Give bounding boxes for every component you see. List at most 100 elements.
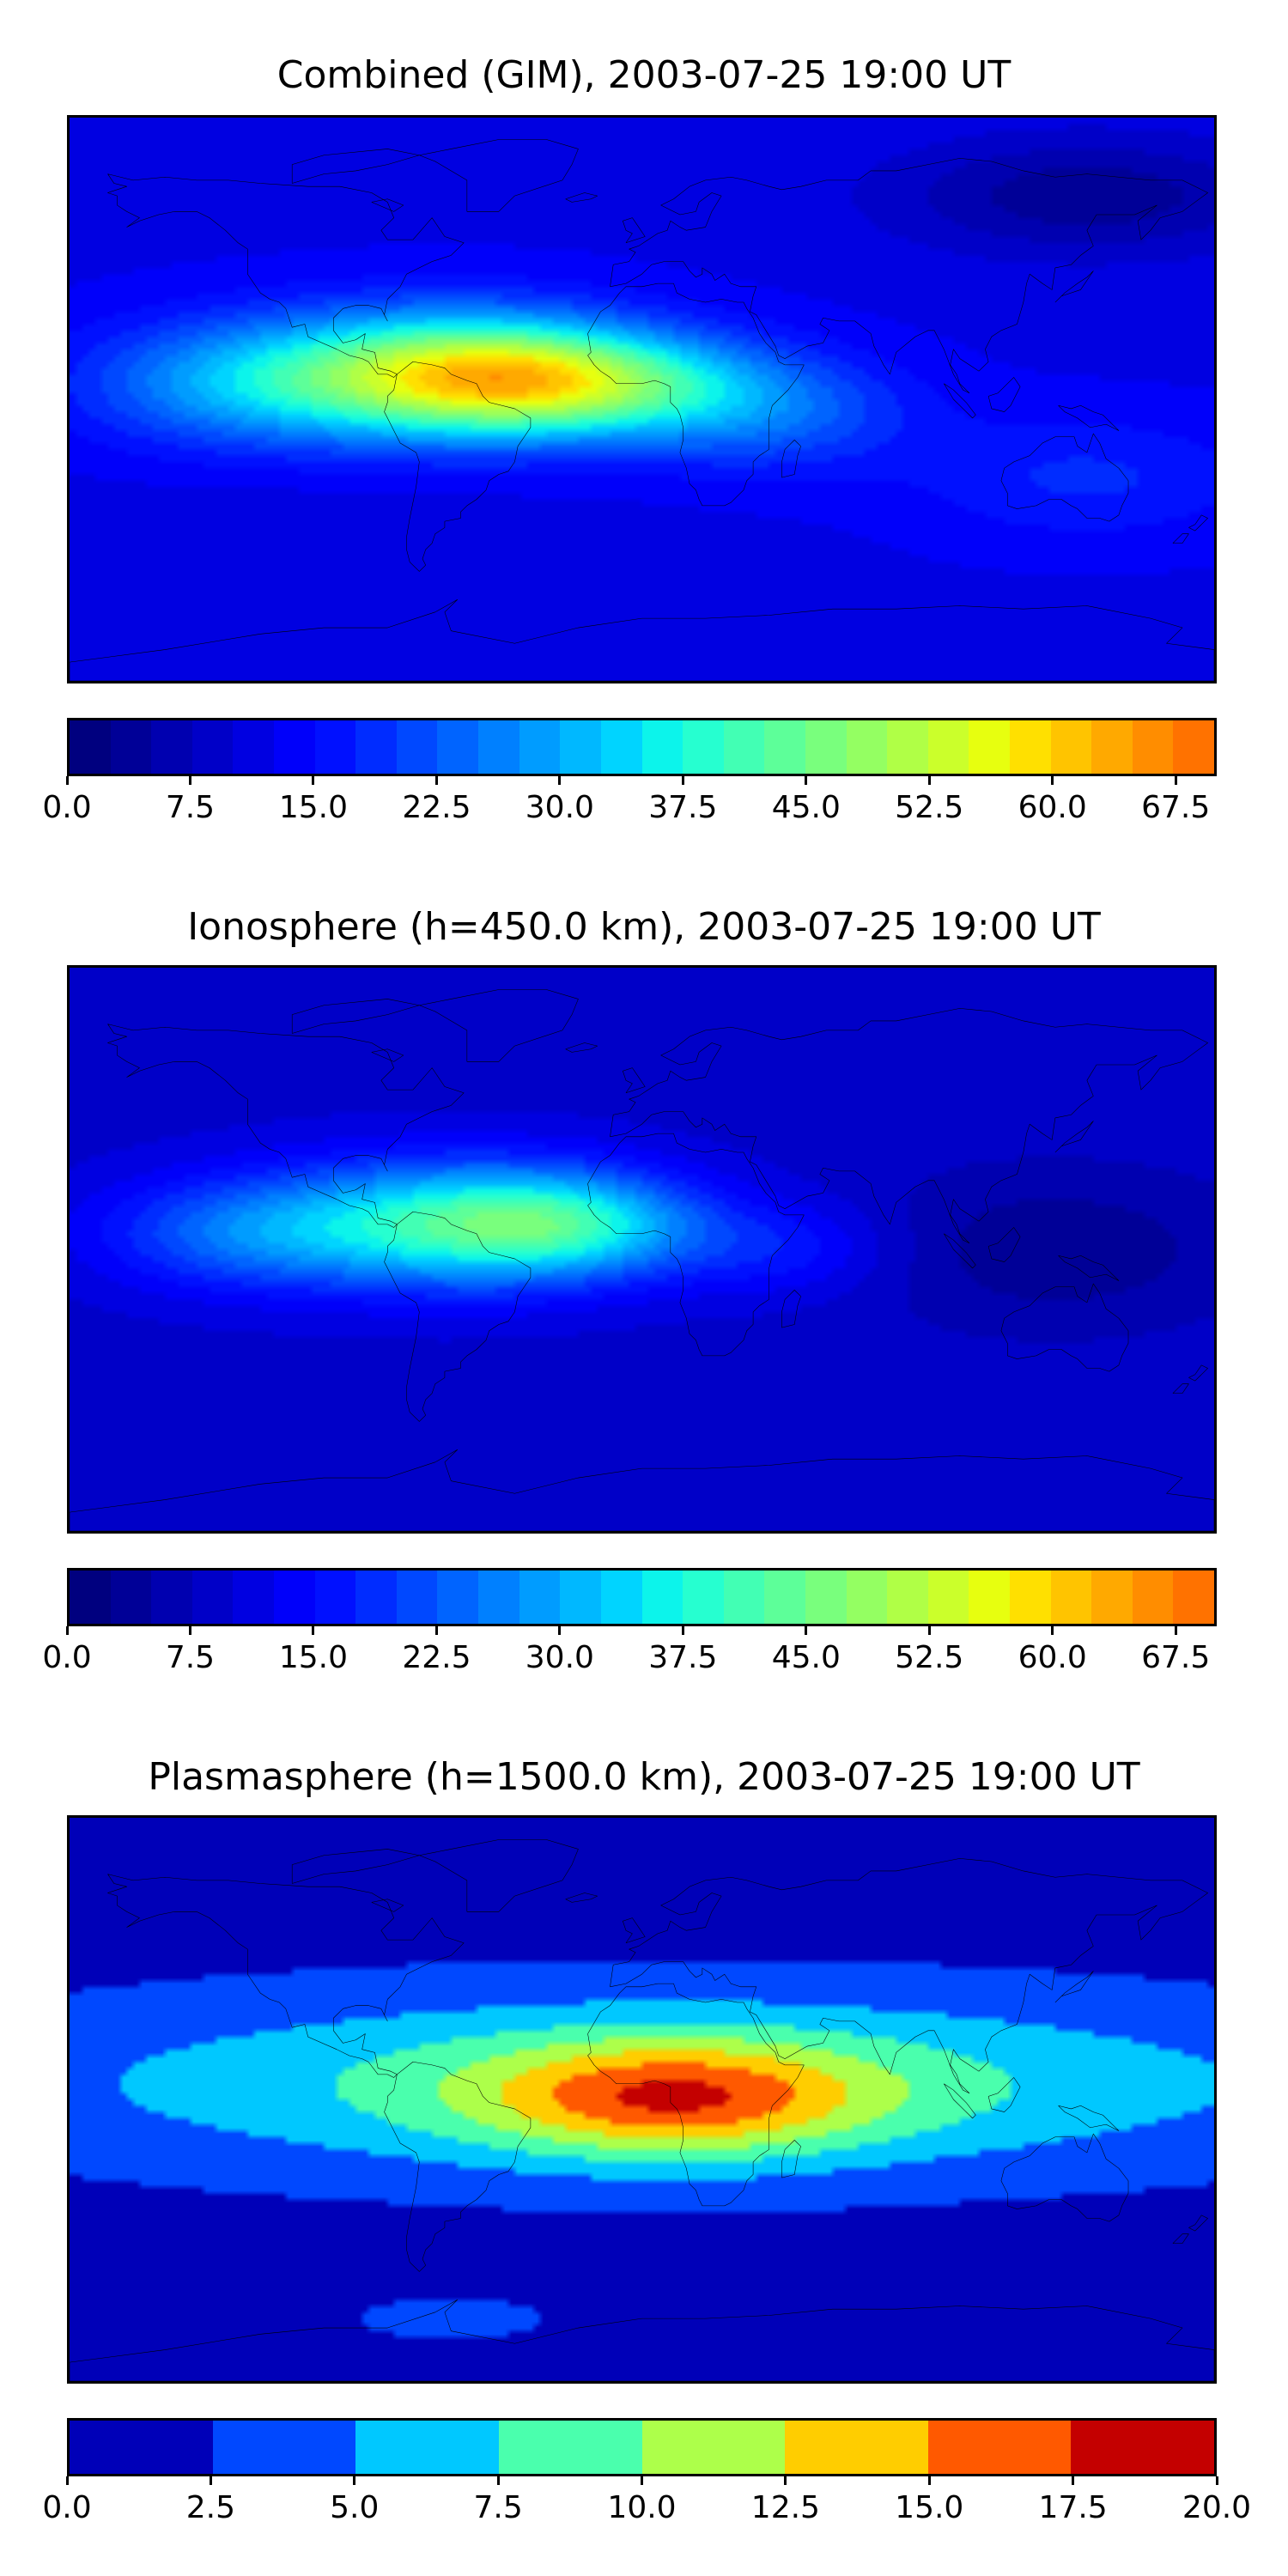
coastline (1173, 534, 1189, 544)
colorbar-segment (764, 720, 805, 774)
coastline (107, 1024, 464, 1228)
colorbar-segment (1050, 1571, 1092, 1624)
colorbar-segment (314, 720, 356, 774)
colorbar-tick-mark (209, 2476, 212, 2485)
colorbar-segment (110, 1571, 152, 1624)
coastline (623, 218, 645, 243)
coastline (419, 140, 578, 212)
colorbar-segment (641, 720, 683, 774)
coastline (385, 361, 531, 571)
colorbar-segment (151, 1571, 192, 1624)
coastline (1173, 2234, 1189, 2244)
colorbar-ticks: 0.0 7.5 15.0 22.5 30.0 37.5 45.0 52.5 60.0 67.5 (42, 776, 1217, 828)
colorbar-segment (764, 1571, 805, 1624)
heatmap-map (67, 965, 1217, 1534)
colorbar-segment (1050, 720, 1092, 774)
colorbar-segment (683, 1571, 724, 1624)
colorbar-segment (1091, 1571, 1133, 1624)
coastline (1173, 1384, 1189, 1394)
coastline (1188, 1365, 1207, 1381)
colorbar-tick-mark (65, 2476, 69, 2485)
colorbar-tick-mark (681, 776, 684, 785)
colorbar-segment (560, 1571, 601, 1624)
map-svg (70, 118, 1214, 681)
colorbar-segment (212, 2421, 356, 2474)
coastline (419, 990, 578, 1062)
colorbar-tick-mark (641, 2476, 643, 2485)
colorbar-segment (846, 1571, 888, 1624)
colorbar-tick-mark (927, 776, 931, 785)
colorbar-tick-mark (1174, 776, 1177, 785)
coastline (1055, 1121, 1093, 1152)
colorbar-segment (355, 720, 397, 774)
chart-title: Ionosphere (h=450.0 km), 2003-07-25 19:0… (187, 905, 1101, 949)
colorbar-tick-mark (434, 776, 438, 785)
colorbar-segment (641, 1571, 683, 1624)
chart-title: Combined (GIM), 2003-07-25 19:00 UT (276, 53, 1012, 97)
colorbar-segment (641, 2421, 786, 2474)
colorbar-ticks: 0.0 7.5 15.0 22.5 30.0 37.5 45.0 52.5 60.0 67.5 (42, 1626, 1217, 1678)
coastline (1188, 2215, 1207, 2231)
colorbar-tick-mark (1215, 2476, 1218, 2485)
colorbar (67, 1568, 1217, 1626)
coastline (1059, 1255, 1119, 1280)
colorbar-segment (805, 720, 847, 774)
colorbar-segment (600, 1571, 642, 1624)
coastline (292, 1849, 419, 1883)
colorbar-segment (1132, 720, 1174, 774)
colorbar-segment (70, 2421, 213, 2474)
coastline (588, 1133, 805, 1356)
colorbar-segment (355, 2421, 499, 2474)
coastline (1001, 2134, 1128, 2221)
chart-title: Plasmasphere (h=1500.0 km), 2003-07-25 1… (148, 1755, 1140, 1799)
colorbar-segment (805, 1571, 847, 1624)
colorbar-segment (1091, 720, 1133, 774)
colorbar-tick-mark (1051, 1626, 1054, 1635)
coastline (1059, 405, 1119, 430)
coastline (610, 1858, 1207, 2093)
coastline (70, 1449, 1214, 1531)
colorbar-segment (274, 1571, 315, 1624)
colorbar-segment (355, 1571, 397, 1624)
colorbar-tick-mark (65, 776, 69, 785)
colorbar-tick-label: 52.5 (895, 790, 964, 825)
colorbar-tick-label: 37.5 (648, 1640, 718, 1675)
colorbar-segment (396, 1571, 438, 1624)
colorbar-tick-mark (1174, 1626, 1177, 1635)
colorbar-tick-label: 10.0 (607, 2490, 677, 2525)
coastline (1188, 515, 1207, 531)
coastline (385, 1212, 531, 1421)
coastline (70, 2300, 1214, 2381)
coastline (944, 384, 975, 418)
colorbar-segment (519, 720, 561, 774)
colorbar-segment (600, 720, 642, 774)
colorbar-tick-label: 2.5 (185, 2490, 236, 2525)
colorbar-tick-label: 30.0 (525, 790, 594, 825)
coastline (566, 1893, 598, 1902)
colorbar-segment (314, 1571, 356, 1624)
colorbar-tick-label: 0.0 (42, 2490, 92, 2525)
colorbar-tick-mark (927, 2476, 931, 2485)
colorbar-tick-mark (353, 2476, 356, 2485)
coastline (623, 1918, 645, 1943)
heatmap-map (67, 115, 1217, 683)
coastline (1001, 1284, 1128, 1371)
colorbar-segment (887, 1571, 928, 1624)
colorbar-tick-label: 15.0 (895, 2490, 964, 2525)
colorbar (67, 2418, 1217, 2476)
coastline (1055, 1971, 1093, 2002)
colorbar-segment (723, 720, 765, 774)
coastline (372, 1899, 404, 1912)
colorbar-tick-label: 30.0 (525, 1640, 594, 1675)
colorbar-segment (233, 720, 275, 774)
colorbar-tick-mark (312, 776, 315, 785)
colorbar-tick-mark (188, 1626, 191, 1635)
coastline (588, 1984, 805, 2206)
colorbar-tick-label: 12.5 (750, 2490, 820, 2525)
coastline (1055, 271, 1093, 302)
coastline (70, 599, 1214, 681)
colorbar-tick-mark (1072, 2476, 1075, 2485)
colorbar-segment (1132, 1571, 1174, 1624)
colorbar-tick-label: 45.0 (771, 790, 841, 825)
colorbar-segment (191, 720, 234, 774)
